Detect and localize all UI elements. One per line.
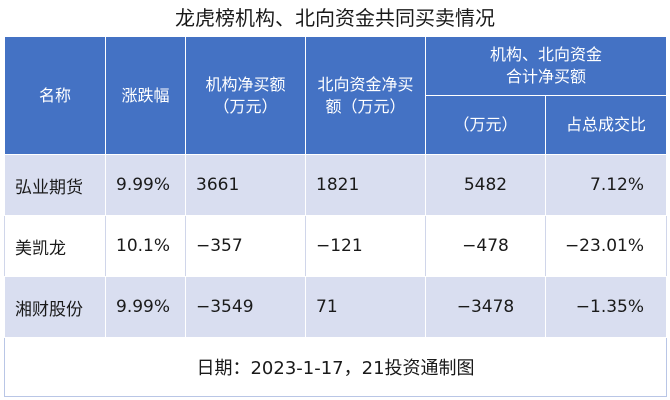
cell-inst-net: −357 — [185, 215, 306, 277]
header-inst-net: 机构净买额 （万元） — [185, 36, 306, 155]
cell-inst-net: −3549 — [185, 276, 306, 338]
cell-share: −23.01% — [544, 215, 668, 277]
cell-combined: −3478 — [425, 276, 546, 338]
cell-share: −1.35% — [544, 276, 668, 338]
net-buy-table: 名称 涨跌幅 机构净买额 （万元） 北向资金净买 额（万元） 机构、北向资金 合… — [3, 36, 668, 397]
table-footer: 日期：2023-1-17，21投资通制图 — [3, 337, 668, 397]
header-north-net-line1: 北向资金净买 — [317, 74, 414, 94]
cell-change: 10.1% — [105, 215, 186, 277]
header-share: 占总成交比 — [544, 95, 668, 155]
table-title: 龙虎榜机构、北向资金共同买卖情况 — [175, 6, 495, 30]
header-inst-net-line2: （万元） — [213, 96, 278, 116]
cell-share: 7.12% — [544, 154, 668, 216]
header-combined-unit: （万元） — [425, 95, 546, 155]
table-row: 湘财股份 9.99% −3549 71 −3478 −1.35% — [4, 276, 668, 338]
cell-north-net: −121 — [305, 215, 426, 277]
header-combined-line1: 机构、北向资金 — [490, 45, 603, 64]
table-row: 美凯龙 10.1% −357 −121 −478 −23.01% — [4, 215, 668, 277]
header-name: 名称 — [4, 36, 106, 155]
cell-north-net: 1821 — [305, 154, 426, 216]
header-combined-line2: 合计净买额 — [506, 67, 587, 86]
cell-change: 9.99% — [105, 276, 186, 338]
cell-combined: 5482 — [425, 154, 546, 216]
header-north-net: 北向资金净买 额（万元） — [305, 36, 426, 155]
header-combined-group: 机构、北向资金 合计净买额 — [424, 36, 668, 96]
cell-name: 弘业期货 — [4, 154, 106, 216]
cell-change: 9.99% — [105, 154, 186, 216]
table-row: 弘业期货 9.99% 3661 1821 5482 7.12% — [4, 154, 668, 216]
header-change: 涨跌幅 — [105, 36, 186, 155]
cell-inst-net: 3661 — [185, 154, 306, 216]
cell-combined: −478 — [425, 215, 546, 277]
cell-name: 湘财股份 — [4, 276, 106, 338]
header-north-net-line2: 额（万元） — [325, 96, 406, 116]
header-inst-net-line1: 机构净买额 — [205, 74, 286, 94]
cell-name: 美凯龙 — [4, 215, 106, 277]
cell-north-net: 71 — [305, 276, 426, 338]
